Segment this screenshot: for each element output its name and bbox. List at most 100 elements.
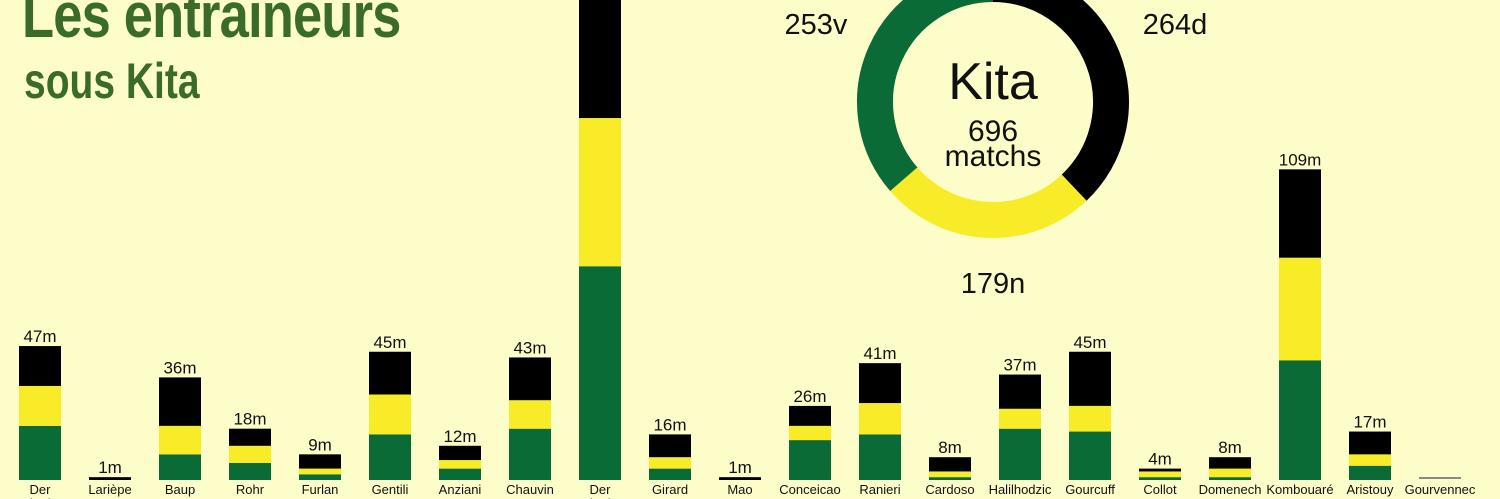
- chart-subtitle: sous Kita: [24, 53, 200, 109]
- bar-segment-losses: [1279, 169, 1321, 258]
- bar-segment-draws: [439, 460, 481, 469]
- bar-segment-wins: [1069, 431, 1111, 480]
- bar-segment-losses: [19, 346, 61, 386]
- bar-segment-losses: [299, 454, 341, 469]
- bar-segment-wins: [929, 477, 971, 480]
- bar-segment-wins: [1139, 477, 1181, 480]
- bar-segment-losses: [1139, 468, 1181, 472]
- bar-total-label: 17m: [1353, 413, 1386, 432]
- bar-segment-draws: [1349, 454, 1391, 466]
- bar-segment-losses: [999, 374, 1041, 409]
- bar-segment-wins: [789, 440, 831, 480]
- bar-empty: [1419, 477, 1461, 479]
- bar-segment-wins: [229, 462, 271, 480]
- bar-segment-wins: [649, 468, 691, 480]
- bar-segment-draws: [369, 394, 411, 435]
- bars-layer: 47m DerZakarian 1m Larièpe 36m Baup 18m Rohr 9m F…: [15, 0, 1476, 499]
- category-label: Baup: [165, 482, 195, 497]
- bar-segment-wins: [1209, 477, 1251, 480]
- category-label: Halilhodzic: [989, 482, 1052, 497]
- bar-segment-draws: [579, 118, 621, 267]
- donut-matches-label: matchs: [945, 140, 1042, 173]
- bar-total-label: 8m: [938, 438, 962, 457]
- bar-segment-draws: [859, 403, 901, 435]
- bar-total-label: 8m: [1218, 438, 1242, 457]
- bar-segment-draws: [1069, 405, 1111, 432]
- bar-total-label: 4m: [1148, 450, 1172, 469]
- bar-total-label: 109m: [1279, 150, 1322, 169]
- bar-segment-wins: [369, 434, 411, 480]
- bar-segment-wins: [1279, 360, 1321, 480]
- bar-total-label: 47m: [23, 327, 56, 346]
- bar-total-label: 12m: [443, 427, 476, 446]
- bar-total-label: 26m: [793, 387, 826, 406]
- bar-segment-wins: [859, 434, 901, 480]
- bar-segment-wins: [19, 425, 61, 480]
- bar-segment-losses: [509, 357, 551, 401]
- bar-segment-wins: [159, 454, 201, 480]
- category-label: Cardoso: [925, 482, 974, 497]
- bar-segment-losses: [369, 351, 411, 395]
- category-label: Gourvennec: [1405, 482, 1476, 497]
- bar-segment-draws: [229, 445, 271, 463]
- bar-total-label: 18m: [233, 410, 266, 429]
- category-label: Conceicao: [779, 482, 840, 497]
- bar-segment-draws: [159, 425, 201, 455]
- category-label: Gourcuff: [1065, 482, 1115, 497]
- bar-segment-draws: [19, 385, 61, 426]
- bar-total-label: 45m: [1073, 333, 1106, 352]
- bar-segment-draws: [789, 425, 831, 441]
- bar-total-label: 36m: [163, 358, 196, 377]
- bar-segment-losses: [649, 434, 691, 458]
- category-label: DerZakarian: [575, 482, 626, 499]
- bar-total-label: 43m: [513, 338, 546, 357]
- bar-segment-draws: [999, 408, 1041, 429]
- bar-total-label: 45m: [373, 333, 406, 352]
- donut-matches: 696: [968, 115, 1018, 148]
- bar-segment-wins: [439, 468, 481, 480]
- bar-total-label: 1m: [728, 458, 752, 477]
- category-label: Anziani: [439, 482, 482, 497]
- bar-segment-losses: [89, 477, 131, 480]
- donut-segment-wins: [857, 0, 994, 191]
- bar-total-label: 1m: [98, 458, 122, 477]
- bar-segment-losses: [579, 0, 621, 119]
- category-label: DerZakarian: [15, 482, 66, 499]
- bar-segment-losses: [1069, 351, 1111, 406]
- bar-segment-losses: [929, 457, 971, 472]
- donut-losses-label: 264d: [1143, 9, 1208, 41]
- donut-chart: Kita 696 matchs 253v 264d 179n: [785, 0, 1208, 300]
- bar-total-label: 16m: [653, 415, 686, 434]
- bar-segment-wins: [999, 428, 1041, 480]
- bar-segment-draws: [509, 400, 551, 429]
- category-label: Larièpe: [88, 482, 131, 497]
- chart-title: Les entraîneurs: [22, 0, 401, 51]
- bar-segment-draws: [1209, 468, 1251, 478]
- donut-segment-losses: [992, 0, 1129, 201]
- category-label: Gentili: [372, 482, 409, 497]
- bar-segment-wins: [299, 474, 341, 480]
- bar-total-label: 41m: [863, 344, 896, 363]
- donut-name: Kita: [948, 53, 1038, 111]
- category-label: Ranieri: [859, 482, 900, 497]
- bar-total-label: 9m: [308, 435, 332, 454]
- bar-segment-losses: [789, 405, 831, 426]
- bar-segment-draws: [299, 468, 341, 475]
- category-label: Domenech: [1199, 482, 1262, 497]
- category-label: Rohr: [236, 482, 265, 497]
- bar-segment-losses: [439, 445, 481, 461]
- category-label: Chauvin: [506, 482, 554, 497]
- bar-segment-wins: [579, 266, 621, 480]
- bar-segment-draws: [649, 457, 691, 469]
- bar-segment-losses: [1209, 457, 1251, 469]
- bar-segment-wins: [509, 428, 551, 480]
- category-label: Collot: [1143, 482, 1177, 497]
- bar-segment-losses: [229, 428, 271, 446]
- category-label: Girard: [652, 482, 688, 497]
- bar-segment-losses: [1349, 431, 1391, 455]
- bar-segment-draws: [1139, 471, 1181, 478]
- category-label: Furlan: [302, 482, 339, 497]
- donut-segment-draws: [890, 167, 1087, 238]
- category-label: Aristouy: [1347, 482, 1394, 497]
